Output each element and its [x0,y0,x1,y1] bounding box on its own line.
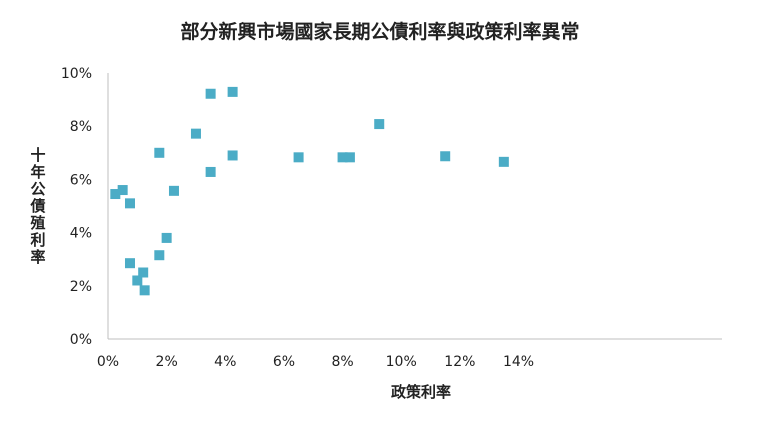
x-tick-label: 6% [273,354,295,370]
x-tick-label: 4% [214,354,236,370]
data-point [205,88,216,99]
data-point [293,152,304,163]
y-tick-label: 8% [70,119,92,135]
y-axis-label: 十年公債殖利率 [29,146,45,266]
x-tick-label: 14% [503,354,534,370]
y-tick-labels: 0% 2% 4% 6% 8% 10% [61,66,92,348]
data-point [227,150,238,161]
y-tick-label: 2% [70,279,92,295]
x-tick-label: 8% [331,354,353,370]
x-axis-label: 政策利率 [391,383,451,401]
data-point [139,285,150,296]
y-tick-label: 0% [70,332,92,348]
data-point [154,147,165,158]
x-tick-label: 12% [444,354,475,370]
y-tick-label: 4% [70,226,92,242]
data-point [161,232,172,243]
data-point [110,189,121,200]
x-tick-label: 10% [386,354,417,370]
data-point [124,198,135,209]
data-point [205,166,216,177]
data-points [110,86,509,296]
data-point [138,267,149,278]
data-point [190,128,201,139]
data-point [227,86,238,97]
data-point [344,152,355,163]
y-tick-label: 10% [61,66,92,82]
x-tick-label: 2% [156,354,178,370]
data-point [154,250,165,261]
data-point [374,119,385,130]
data-point [168,185,179,196]
data-point [440,151,451,162]
data-point [498,156,509,167]
data-point [117,185,128,196]
x-tick-labels: 0% 2% 4% 6% 8% 10% 12% 14% [97,354,534,370]
data-point [124,258,135,269]
data-point [337,152,348,163]
chart-title: 部分新興市場國家長期公債利率與政策利率異常 [180,20,579,43]
y-tick-label: 6% [70,172,92,188]
x-tick-label: 0% [97,354,119,370]
data-point [132,275,143,286]
